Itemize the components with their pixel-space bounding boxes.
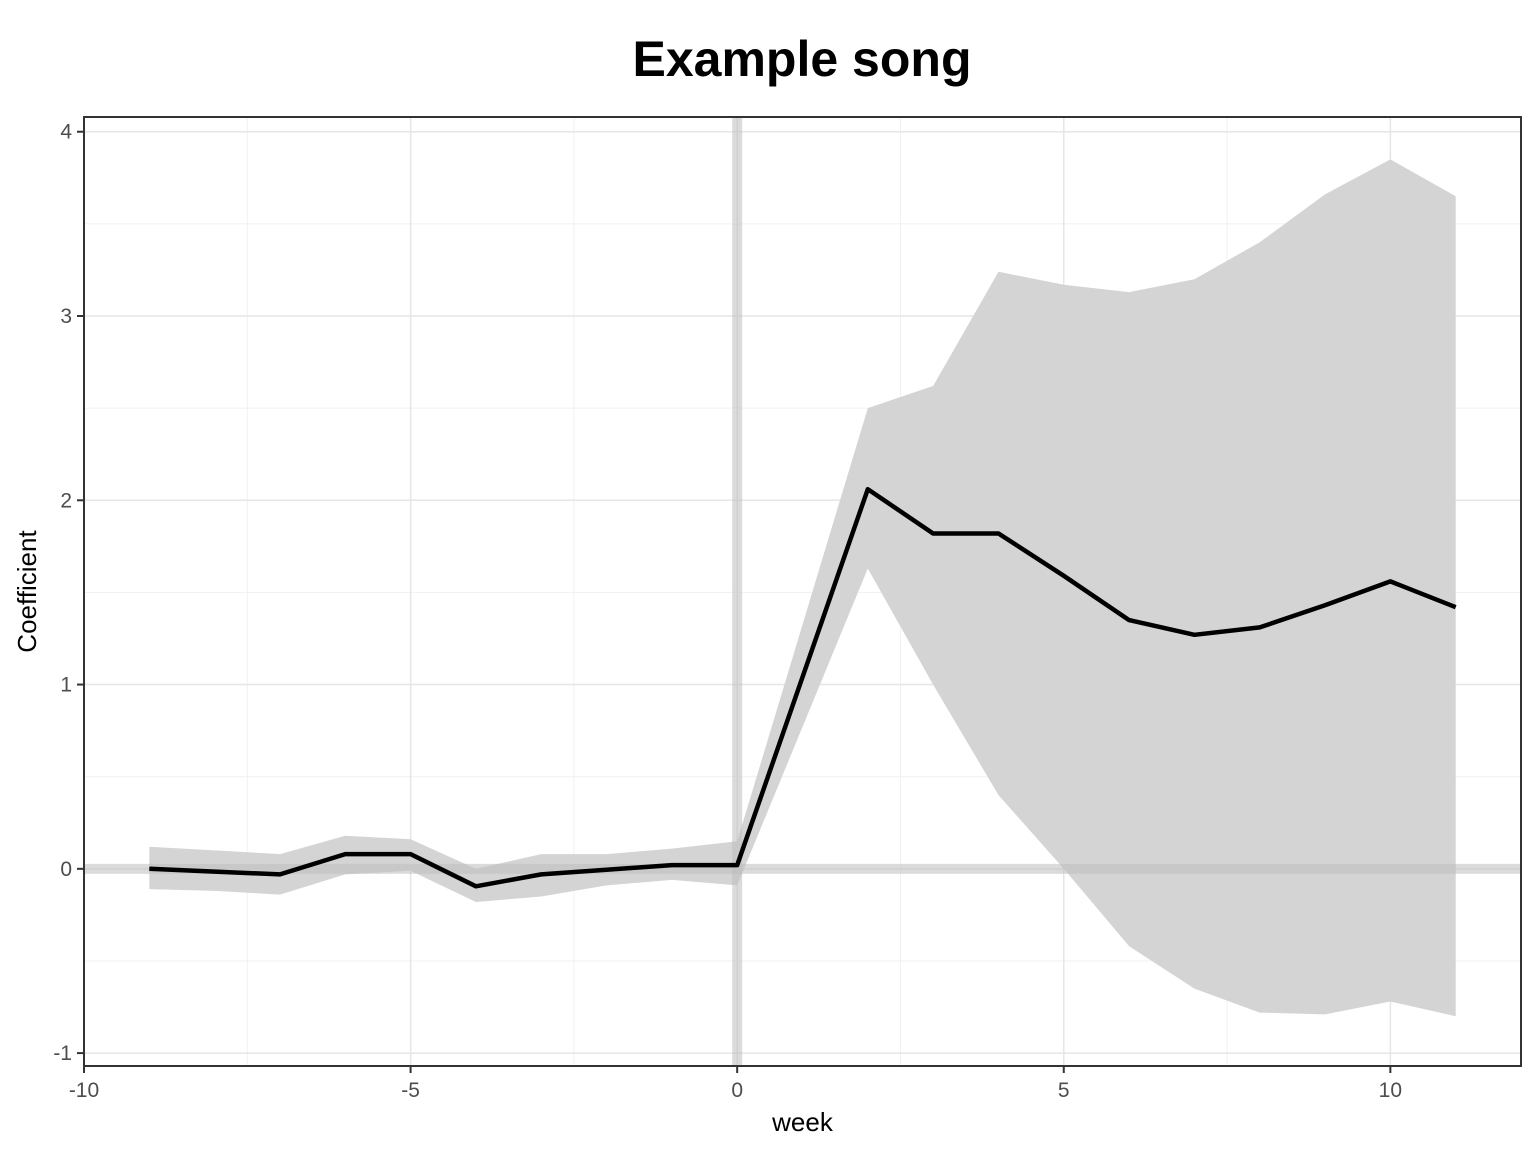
reference-lines <box>84 117 1521 1066</box>
panel-border <box>83 116 1522 1067</box>
y-tick-label: 1 <box>60 674 72 697</box>
y-tick-label: 2 <box>60 489 72 512</box>
coefficient-line-layer <box>149 486 1457 889</box>
x-tick-label: 10 <box>1379 1079 1402 1102</box>
x-axis-title: week <box>771 1107 834 1137</box>
x-tick-label: 5 <box>1058 1079 1070 1102</box>
y-tick-label: 3 <box>60 305 72 328</box>
confidence-band-layer <box>149 159 1456 1017</box>
chart-title: Example song <box>632 31 972 87</box>
x-tick-label: -5 <box>401 1079 420 1102</box>
y-axis-title: Coefficient <box>12 530 42 653</box>
y-tick-label: -1 <box>53 1042 72 1065</box>
x-tick-label: 0 <box>731 1079 743 1102</box>
confidence-band <box>149 159 1456 1017</box>
y-tick-label: 4 <box>60 121 72 144</box>
x-tick-label: -10 <box>69 1079 99 1102</box>
coefficient-line <box>149 486 1457 889</box>
y-tick-label: 0 <box>60 858 72 881</box>
